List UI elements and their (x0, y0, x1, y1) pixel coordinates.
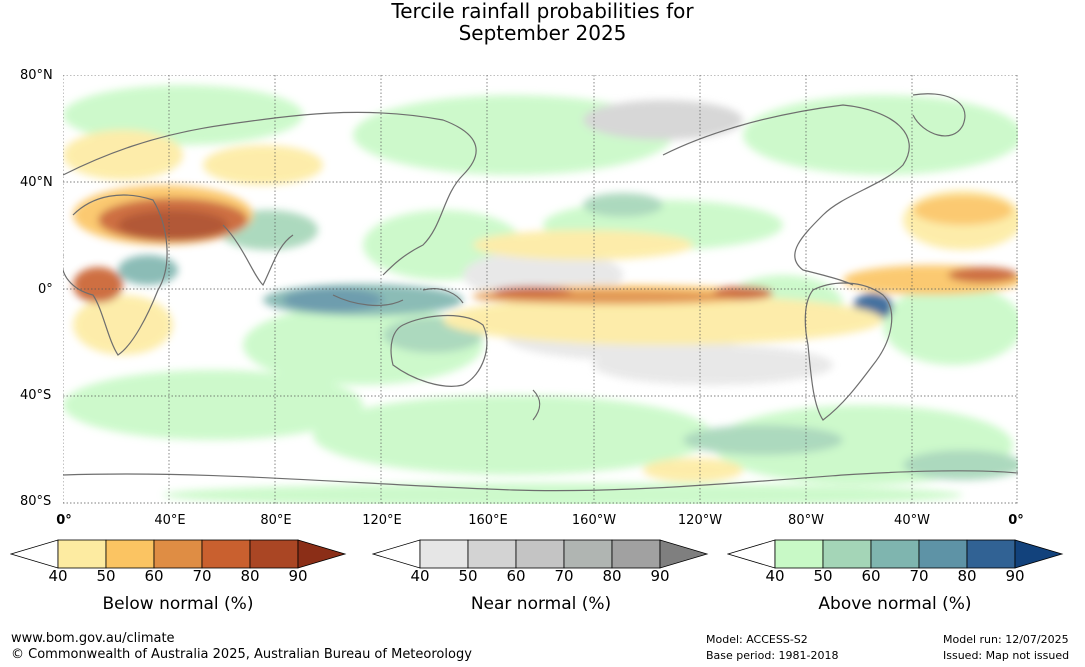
coastline-north-america (662, 104, 910, 286)
near-tick-50: 50 (458, 567, 478, 585)
lon-label-40e: 40°E (154, 513, 186, 528)
above-colorbar-swatch (870, 539, 920, 569)
near-tick-70: 70 (554, 567, 574, 585)
lat-label-80n: 80°N (20, 68, 53, 83)
lon-label-120e: 120°E (362, 513, 402, 528)
above-tick-70: 70 (909, 567, 929, 585)
colorbar-below (10, 539, 347, 569)
probability-field (63, 85, 1023, 507)
below-colorbar-title: Below normal (%) (102, 594, 254, 614)
lon-label-120w: 120°W (677, 513, 723, 528)
below-colorbar-swatch (201, 539, 251, 569)
footer-model-run: Model run: 12/07/2025 (943, 633, 1069, 646)
below-colorbar-high-arrow (297, 539, 347, 569)
colorbar-near (372, 539, 709, 569)
above-colorbar-high-arrow (1014, 539, 1064, 569)
lat-label-80s: 80°S (20, 494, 52, 509)
above-tick-60: 60 (861, 567, 881, 585)
map-svg (61, 74, 1023, 507)
lat-label-40s: 40°S (20, 388, 52, 403)
coastline-india (222, 224, 294, 287)
lon-label-160e: 160°E (468, 513, 508, 528)
coastline-new-zealand (532, 389, 541, 421)
lat-label-40n: 40°N (20, 175, 53, 190)
above-tick-90: 90 (1005, 567, 1025, 585)
coastline-australia (390, 315, 488, 387)
below-tick-50: 50 (96, 567, 116, 585)
below-colorbar-swatch (249, 539, 299, 569)
near-colorbar-swatch (515, 539, 565, 569)
below-tick-80: 80 (240, 567, 260, 585)
below-tick-60: 60 (144, 567, 164, 585)
below-colorbar-swatch (153, 539, 203, 569)
near-colorbar-low-arrow (372, 539, 421, 569)
near-tick-40: 40 (410, 567, 430, 585)
lon-label-80e: 80°E (260, 513, 292, 528)
map-title-line2: September 2025 (458, 21, 627, 45)
above-tick-40: 40 (765, 567, 785, 585)
near-colorbar-swatch (467, 539, 517, 569)
footer-base-period: Base period: 1981-2018 (706, 649, 839, 662)
lon-label-80w: 80°W (788, 513, 824, 528)
footer-copyright: © Commonwealth of Australia 2025, Austra… (11, 647, 472, 662)
colorbar-above (727, 539, 1064, 569)
lon-label-0: 0° (56, 513, 72, 528)
below-colorbar-swatch (57, 539, 107, 569)
below-tick-90: 90 (288, 567, 308, 585)
above-colorbar-title: Above normal (%) (818, 594, 972, 614)
lon-label-40w: 40°W (894, 513, 930, 528)
footer-model: Model: ACCESS-S2 (706, 633, 808, 646)
coastline-eurasia (62, 111, 477, 276)
coastline-south-america (804, 282, 893, 421)
lon-label-160w: 160°W (571, 513, 617, 528)
near-tick-80: 80 (602, 567, 622, 585)
coastline-greenland (912, 93, 966, 137)
near-colorbar-high-arrow (659, 539, 709, 569)
above-colorbar-swatch (966, 539, 1016, 569)
near-colorbar-swatch (563, 539, 613, 569)
lon-label-360: 0° (1008, 513, 1024, 528)
near-colorbar-swatch (611, 539, 661, 569)
map-title-line1: Tercile rainfall probabilities for (391, 0, 694, 23)
near-colorbar-swatch (419, 539, 469, 569)
lat-label-equator: 0° (38, 282, 53, 297)
footer-issued: Issued: Map not issued (943, 649, 1070, 662)
footer-url: www.bom.gov.au/climate (11, 631, 175, 646)
coastline-antarctica (62, 470, 1019, 492)
near-colorbar-title: Near normal (%) (470, 594, 612, 614)
below-tick-40: 40 (48, 567, 68, 585)
coastlines (61, 93, 1019, 492)
above-colorbar-low-arrow (727, 539, 776, 569)
above-tick-80: 80 (957, 567, 977, 585)
above-colorbar-swatch (918, 539, 968, 569)
coastline-africa (61, 194, 168, 356)
below-tick-70: 70 (192, 567, 212, 585)
below-colorbar-low-arrow (10, 539, 59, 569)
above-tick-50: 50 (813, 567, 833, 585)
gridlines (62, 74, 1018, 504)
near-tick-90: 90 (650, 567, 670, 585)
near-tick-60: 60 (506, 567, 526, 585)
above-colorbar-swatch (774, 539, 824, 569)
below-colorbar-swatch (105, 539, 155, 569)
rainfall-probability-map (61, 74, 1023, 507)
above-colorbar-swatch (822, 539, 872, 569)
